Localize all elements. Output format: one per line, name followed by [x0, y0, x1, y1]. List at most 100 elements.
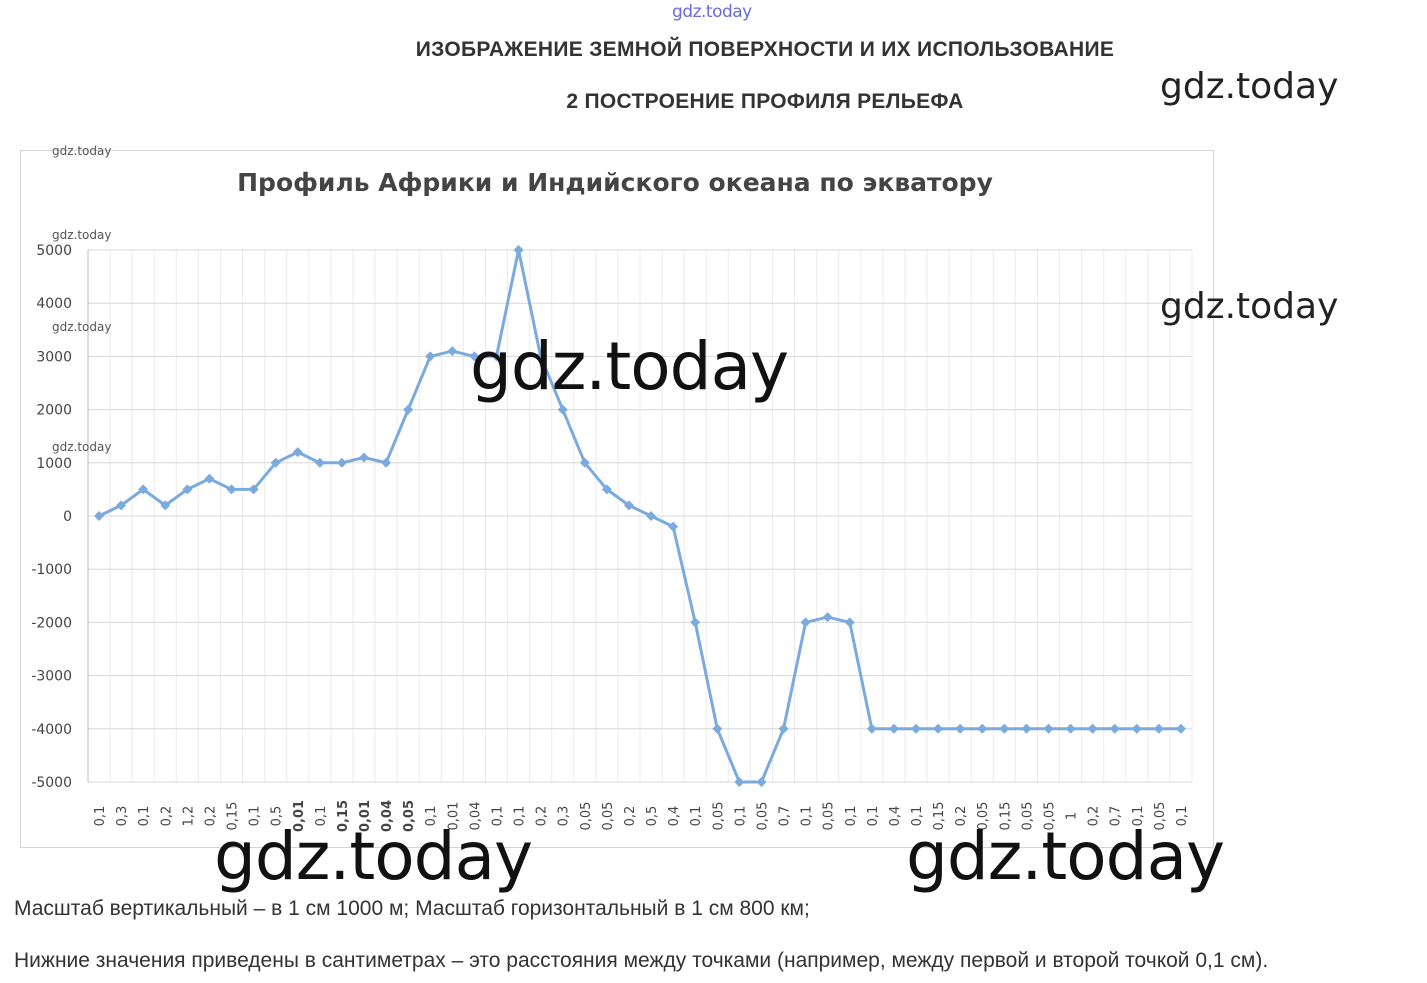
data-point [469, 351, 480, 362]
data-point [513, 245, 524, 255]
data-point [1109, 723, 1120, 734]
x-tick-label: 0,1 [1131, 806, 1146, 827]
x-tick-label: 0,2 [203, 806, 218, 827]
x-tick-label: 0,15 [998, 802, 1013, 831]
y-tick-label: 0 [63, 509, 72, 525]
data-point [359, 452, 369, 463]
x-tick-label: 0,1 [800, 806, 815, 827]
data-point [977, 723, 988, 734]
data-point [1087, 723, 1098, 734]
x-tick-label: 0,1 [689, 806, 704, 827]
x-tick-label: 0,1 [490, 806, 505, 827]
x-tick-label: 0,15 [336, 800, 351, 832]
x-tick-label: 0,1 [248, 806, 263, 827]
data-point [646, 511, 657, 521]
y-tick-label: 3000 [36, 349, 72, 365]
x-tick-label: 0,05 [601, 802, 616, 831]
data-point [491, 351, 502, 362]
watermark-medium: gdz.today [1160, 66, 1339, 107]
x-tick-label: 0,05 [579, 802, 594, 831]
x-tick-label: 0,1 [314, 806, 329, 827]
y-tick-label: 1000 [36, 456, 72, 472]
x-tick-label: 0,2 [159, 806, 174, 827]
data-point [734, 777, 745, 787]
data-point [182, 484, 193, 495]
x-tick-label: 0,04 [380, 800, 395, 832]
data-point [292, 447, 303, 458]
distance-note: Нижние значения приведены в сантиметрах … [14, 949, 1269, 972]
watermark-top: gdz.today [672, 2, 752, 22]
y-tick-label: -5000 [31, 775, 72, 791]
data-point [204, 473, 215, 484]
data-point [933, 723, 944, 734]
data-point [270, 457, 281, 468]
x-tick-label: 0,05 [976, 802, 991, 831]
watermark-large: gdz.today [906, 818, 1225, 895]
x-tick-label: 0,05 [1153, 802, 1168, 831]
x-tick-label: 0,05 [755, 802, 770, 831]
x-tick-label: 0,05 [822, 802, 837, 831]
watermark-small: gdz.today [52, 440, 112, 454]
x-tick-label: 0,5 [270, 806, 285, 827]
data-point [579, 457, 590, 468]
data-point [1175, 723, 1186, 734]
x-tick-label: 0,3 [115, 806, 130, 827]
data-point [690, 617, 701, 628]
data-point [557, 404, 568, 415]
x-tick-label: 0,04 [468, 802, 483, 831]
x-tick-label: 0,1 [424, 806, 439, 827]
data-point [778, 723, 789, 734]
x-tick-label: 0,01 [358, 800, 373, 832]
x-tick-label: 1,2 [181, 806, 196, 827]
y-tick-label: -1000 [31, 562, 72, 578]
x-tick-label: 0,2 [623, 806, 638, 827]
data-point [844, 617, 855, 628]
data-point [623, 500, 634, 511]
x-tick-label: 0,2 [1087, 806, 1102, 827]
watermark-medium: gdz.today [1160, 286, 1339, 327]
data-point [535, 351, 546, 362]
x-tick-label: 0,05 [402, 800, 417, 832]
data-point [756, 777, 767, 787]
watermark-small: gdz.today [52, 320, 112, 334]
x-tick-label: 0,01 [446, 802, 461, 831]
x-tick-label: 0,05 [1020, 802, 1035, 831]
y-tick-label: 4000 [36, 296, 72, 312]
data-point [712, 723, 723, 734]
x-tick-label: 0,2 [535, 806, 550, 827]
watermark-large: gdz.today [470, 328, 789, 405]
x-tick-label: 0,1 [866, 806, 881, 827]
data-point [1065, 723, 1076, 734]
data-point [248, 484, 259, 495]
x-tick-label: 0,1 [910, 806, 925, 827]
x-tick-label: 0,1 [93, 806, 108, 827]
page-title: ИЗОБРАЖЕНИЕ ЗЕМНОЙ ПОВЕРХНОСТИ И ИХ ИСПО… [415, 38, 1115, 61]
data-point [911, 723, 921, 734]
data-point [314, 457, 325, 468]
data-point [800, 617, 811, 628]
y-tick-label: -2000 [31, 615, 72, 631]
data-point [138, 484, 149, 495]
y-tick-label: -3000 [31, 669, 72, 685]
data-point [999, 723, 1010, 734]
x-tick-label: 0,05 [1042, 802, 1057, 831]
data-point [1043, 723, 1054, 734]
data-point [403, 404, 414, 415]
data-point [226, 484, 237, 495]
x-tick-label: 0,1 [1175, 806, 1190, 827]
x-tick-label: 0,5 [645, 806, 660, 827]
x-tick-label: 1 [1065, 812, 1080, 820]
x-tick-label: 0,4 [888, 806, 903, 827]
x-tick-label: 0,2 [954, 806, 969, 827]
scale-note: Масштаб вертикальный – в 1 см 1000 м; Ма… [14, 897, 810, 920]
x-tick-label: 0,15 [226, 802, 241, 831]
x-tick-label: 0,4 [667, 806, 682, 827]
data-point [425, 351, 436, 362]
x-tick-label: 0,7 [1109, 806, 1124, 827]
x-tick-label: 0,1 [844, 806, 859, 827]
y-tick-label: 2000 [36, 403, 72, 419]
data-point [381, 457, 392, 468]
page-subtitle: 2 ПОСТРОЕНИЕ ПРОФИЛЯ РЕЛЬЕФА [566, 90, 964, 113]
x-tick-label: 0,3 [557, 806, 572, 827]
